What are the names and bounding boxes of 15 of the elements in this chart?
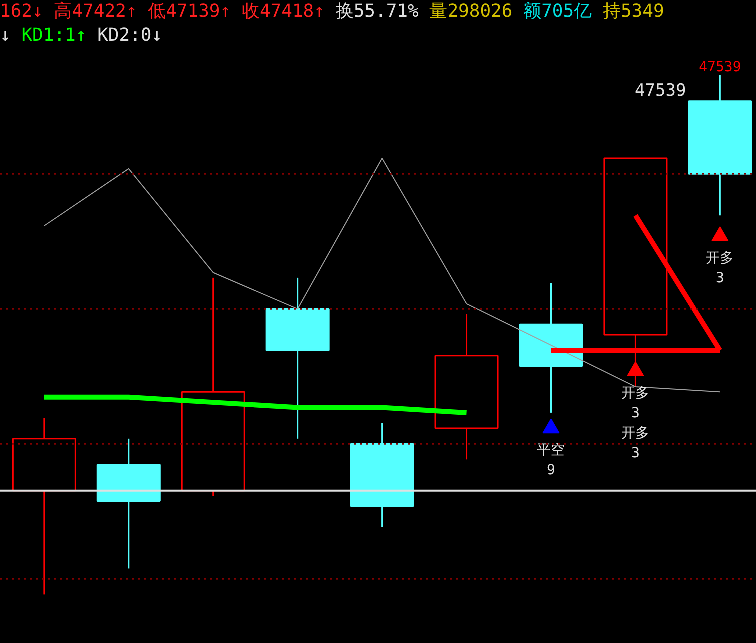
text: 收47418↑ bbox=[242, 1, 325, 22]
text: 低47139↑ bbox=[148, 1, 232, 22]
text: KD2:0↓ bbox=[98, 25, 163, 46]
text: 换55.71% bbox=[336, 1, 419, 22]
text: 持5349 bbox=[602, 1, 664, 22]
text: 量298026 bbox=[430, 1, 513, 22]
text: KD1:1↑ bbox=[22, 25, 87, 46]
text: 额705亿 bbox=[524, 1, 592, 22]
annotation: 47539 bbox=[635, 80, 686, 101]
text: 高47422↑ bbox=[54, 1, 138, 22]
annotation: 47539 bbox=[699, 59, 742, 76]
annotation: 开多 3 开多 3 bbox=[622, 385, 650, 462]
text: ↓ bbox=[0, 25, 11, 46]
annotation: 开多 3 bbox=[706, 250, 734, 286]
text: 162↓ bbox=[0, 1, 44, 22]
